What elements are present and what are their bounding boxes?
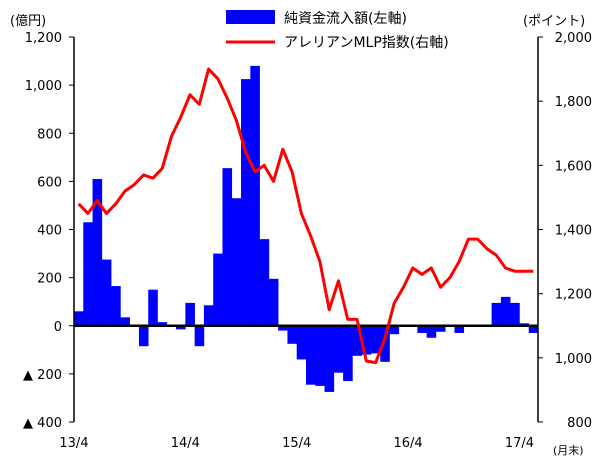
bar — [491, 302, 502, 326]
bar — [500, 296, 511, 326]
x-tick-label: 16/4 — [393, 436, 422, 451]
legend-line-label: アレリアンMLP指数(右軸) — [284, 35, 449, 51]
bar — [231, 198, 242, 326]
bar — [138, 325, 149, 347]
left-tick-label: 200 — [37, 272, 62, 287]
left-tick-label: 1,000 — [25, 79, 62, 94]
bar — [454, 325, 465, 333]
x-tick-label: 15/4 — [282, 436, 311, 451]
bar — [74, 311, 84, 326]
bar — [268, 278, 279, 326]
right-tick-label: 2,000 — [555, 31, 592, 46]
left-tick-label: 600 — [37, 175, 62, 190]
mlp-index-line — [77, 67, 534, 365]
bar — [324, 325, 335, 392]
bar — [120, 317, 130, 326]
bar — [528, 325, 539, 333]
axis-ticks: 1,200 1,000 800 600 400 200 0 ▲ 200 ▲ 400 2,000 1,… — [23, 31, 592, 451]
bar — [241, 79, 251, 326]
bar — [370, 325, 381, 354]
bar — [222, 168, 233, 326]
bar — [250, 65, 260, 326]
bar-series — [74, 65, 539, 392]
x-tick-label: 17/4 — [505, 436, 534, 451]
left-tick-label: ▲ 200 — [23, 368, 62, 383]
right-tick-label: 800 — [567, 416, 592, 431]
legend-bar-label: 純資金流入額(左軸) — [284, 11, 407, 27]
bar — [278, 325, 288, 331]
bar — [333, 325, 344, 373]
bar — [148, 289, 158, 326]
bar — [259, 239, 270, 326]
bar — [389, 325, 400, 335]
x-tick-label: 14/4 — [171, 436, 200, 451]
right-tick-label: 1,400 — [555, 224, 592, 239]
legend-bar-swatch — [226, 10, 275, 24]
bar — [352, 325, 362, 356]
bar — [417, 325, 427, 333]
bar — [435, 325, 446, 332]
bar — [306, 325, 316, 385]
bar — [213, 253, 223, 326]
bar — [157, 322, 168, 326]
x-tick-label: 13/4 — [59, 436, 88, 451]
bar — [194, 325, 205, 347]
left-tick-label: 800 — [37, 127, 62, 142]
bar — [92, 178, 103, 326]
bar — [176, 325, 186, 330]
bar — [296, 325, 307, 360]
right-axis-unit: (ポイント) — [523, 14, 585, 29]
right-tick-label: 1,600 — [555, 159, 592, 174]
bar — [287, 325, 298, 344]
bar — [510, 302, 520, 326]
bar — [83, 222, 93, 326]
right-tick-label: 1,000 — [555, 352, 592, 367]
bar — [343, 325, 353, 382]
bar — [315, 325, 325, 386]
left-tick-label: 1,200 — [25, 31, 62, 46]
bar — [185, 302, 195, 326]
left-tick-label: 400 — [37, 224, 62, 239]
left-tick-label: ▲ 400 — [23, 416, 62, 431]
bar — [111, 286, 121, 326]
right-tick-label: 1,800 — [555, 95, 592, 110]
bar — [203, 305, 214, 326]
bar — [426, 325, 437, 338]
left-axis-unit: (億円) — [10, 13, 46, 29]
left-tick-label: 0 — [54, 320, 62, 335]
right-tick-label: 1,200 — [555, 288, 592, 303]
x-axis-unit: (月末) — [553, 443, 584, 457]
bar — [361, 325, 372, 355]
bar — [380, 325, 390, 362]
bar — [101, 259, 112, 326]
